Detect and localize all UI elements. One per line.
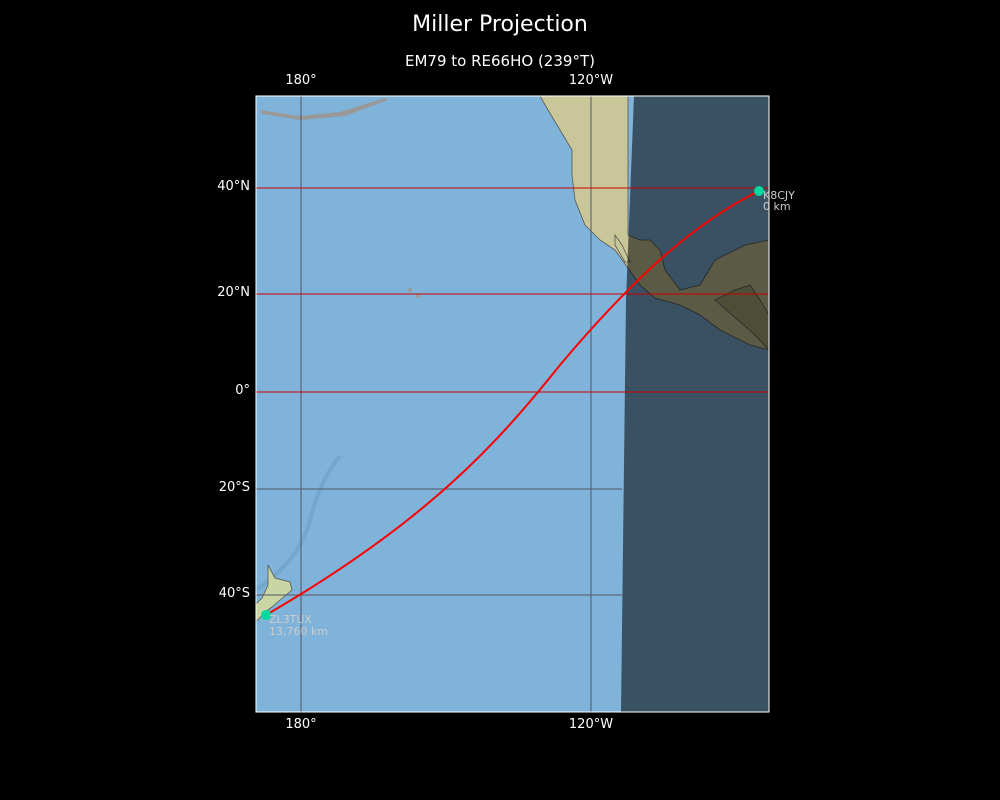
station-distance-zl3tux: 13,760 km (269, 625, 328, 638)
station-distance-k8cjy: 0 km (763, 200, 791, 213)
station-marker-k8cjy[interactable] (754, 186, 764, 196)
map-title: Miller Projection (412, 12, 588, 37)
kermadec-trench (256, 454, 342, 592)
lat-tick-0: 0° (235, 383, 250, 398)
lat-tick-40s: 40°S (218, 586, 250, 601)
station-label-k8cjy: K8CJY (763, 189, 795, 202)
hawaii (408, 288, 412, 292)
lat-tick-20n: 20°N (217, 285, 250, 300)
top-lon-tick-120w: 120°W (568, 73, 614, 88)
night-overlay (621, 96, 769, 712)
lat-tick-20s: 20°S (218, 480, 250, 495)
top-lon-tick-180: 180° (285, 73, 317, 88)
graticule (256, 96, 769, 712)
station-marker-zl3tux[interactable] (261, 610, 271, 620)
station-label-zl3tux: ZL3TUX (269, 613, 312, 626)
lat-tick-40n: 40°N (217, 179, 250, 194)
land-aleutians (260, 98, 388, 120)
hawaii (416, 294, 420, 298)
bottom-lon-tick-180: 180° (285, 717, 317, 732)
great-circle-path (265, 190, 760, 616)
map-subtitle: EM79 to RE66HO (239°T) (405, 52, 595, 70)
map-frame (255, 95, 770, 713)
bottom-lon-tick-120w: 120°W (568, 717, 614, 732)
